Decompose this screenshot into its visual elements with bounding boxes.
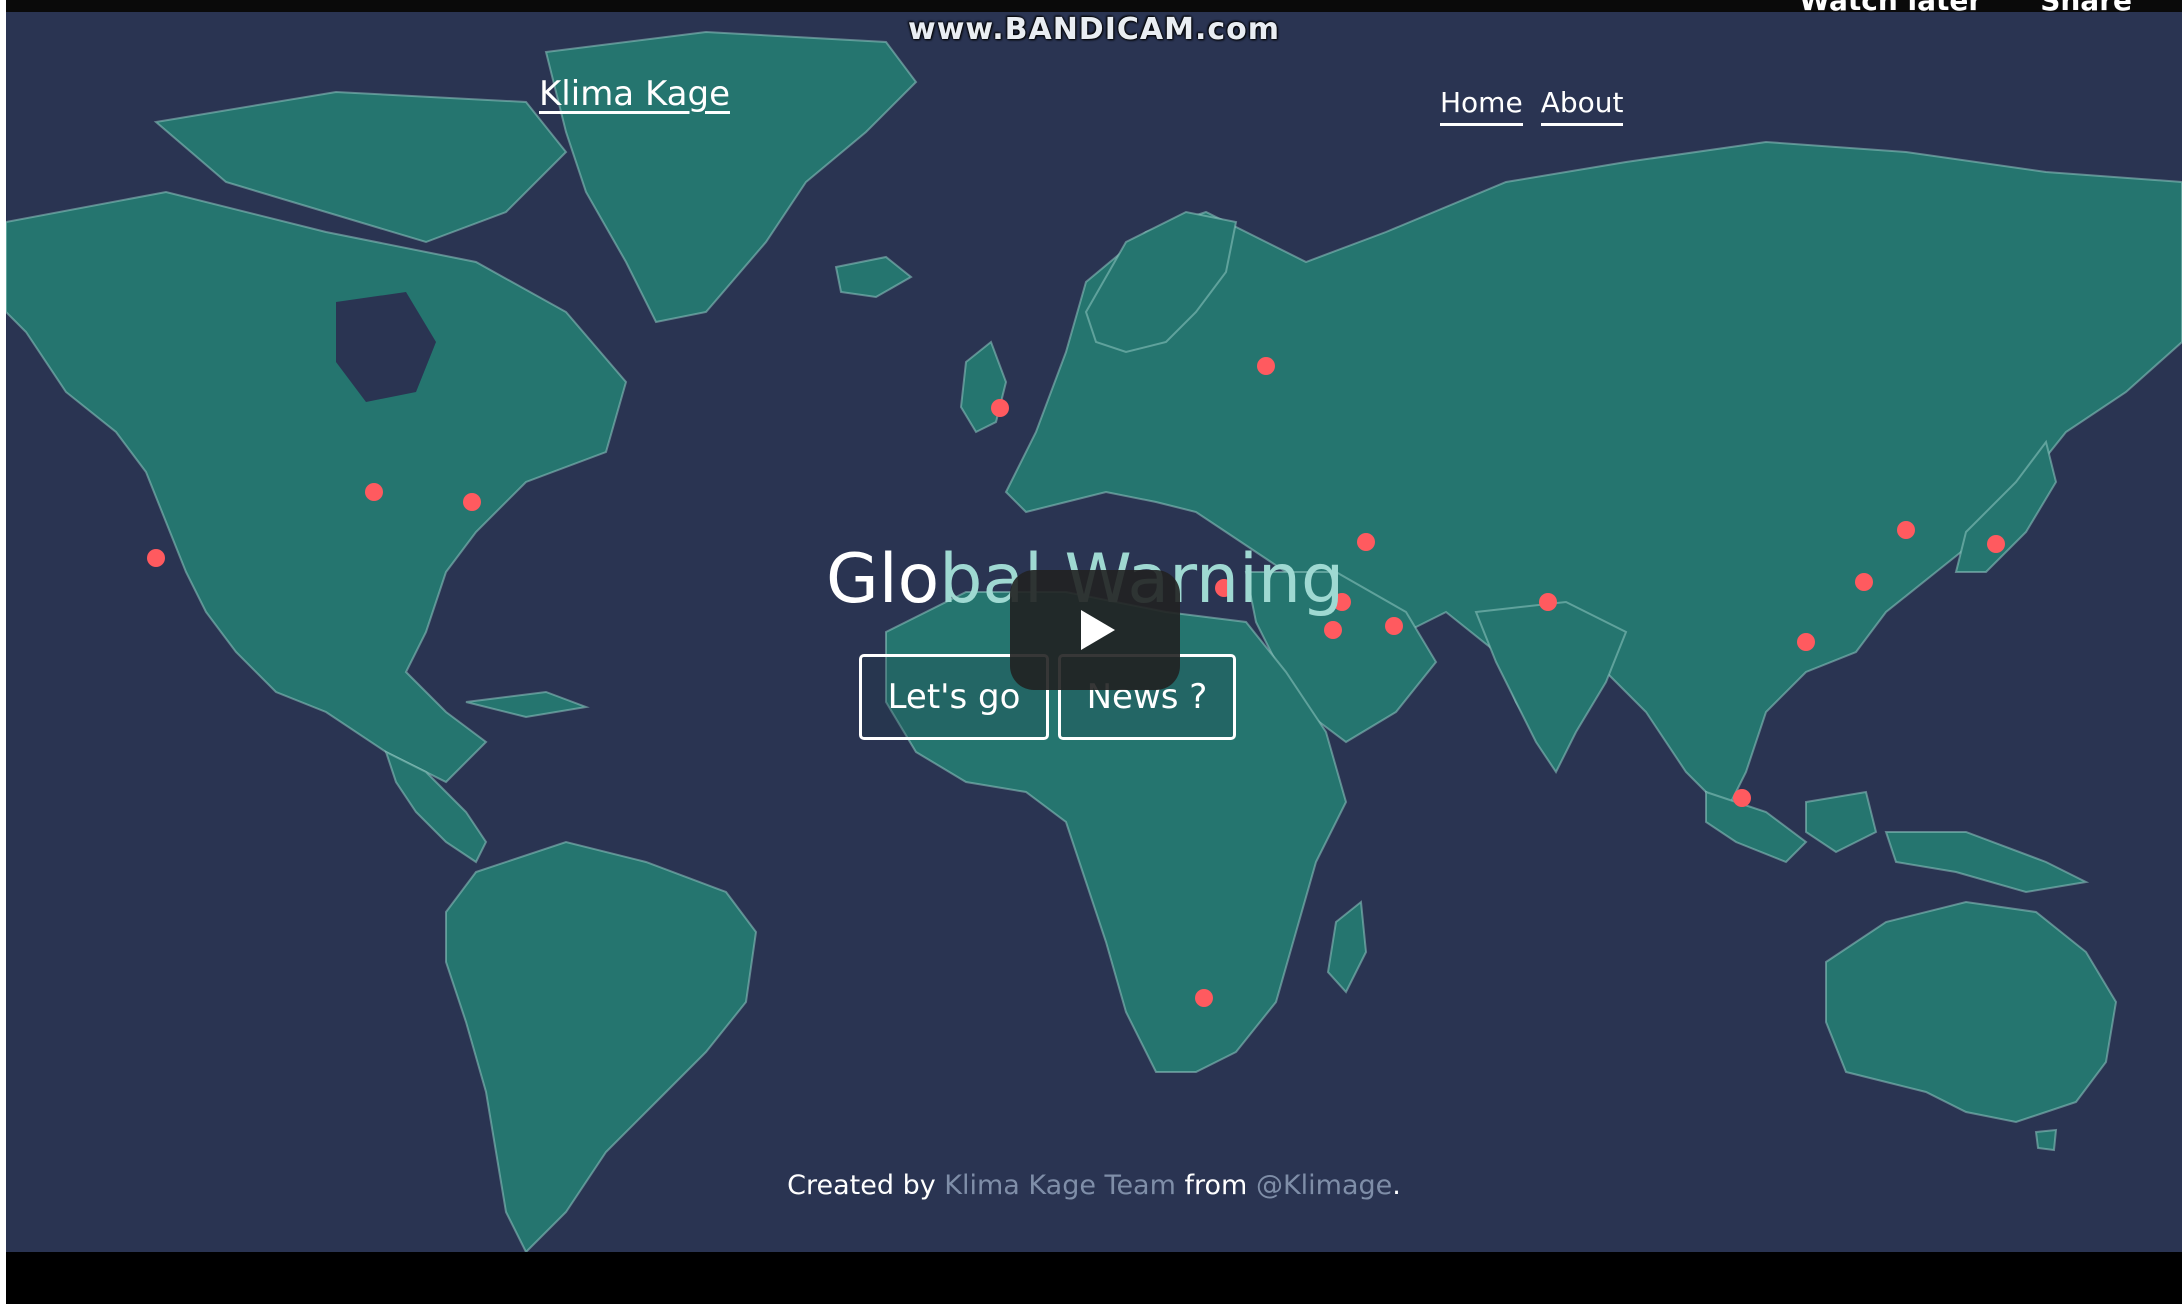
footer-credits: Created by Klima Kage Team from @Klimage… bbox=[6, 1170, 2182, 1201]
arctic-islands-shape bbox=[153, 90, 568, 244]
nav-home-link[interactable]: Home bbox=[1440, 86, 1523, 126]
hotspot-marker bbox=[1987, 535, 2005, 553]
north-america-shape bbox=[6, 190, 628, 784]
play-icon bbox=[1081, 610, 1115, 650]
africa-shape bbox=[885, 591, 1348, 1073]
main-nav: Home About bbox=[1440, 86, 1624, 126]
hotspot-marker bbox=[1897, 521, 1915, 539]
video-top-bar bbox=[6, 0, 2182, 12]
website-scene: Klima Kage Home About Global Warning Let… bbox=[6, 12, 2182, 1252]
central-america-shape bbox=[384, 750, 488, 864]
hudson-bay-shape bbox=[336, 292, 436, 402]
hotspot-marker bbox=[1385, 617, 1403, 635]
japan-shape bbox=[1954, 439, 2058, 573]
india-shape bbox=[1474, 600, 1628, 774]
south-america-shape bbox=[445, 840, 758, 1252]
hotspot-marker bbox=[1257, 357, 1275, 375]
footer-suffix: . bbox=[1392, 1170, 1401, 1201]
footer-prefix: Created by bbox=[787, 1170, 936, 1201]
hotspot-marker bbox=[1333, 593, 1351, 611]
iceland-shape bbox=[834, 255, 913, 299]
hotspot-marker bbox=[991, 399, 1009, 417]
brand-link[interactable]: Klima Kage bbox=[539, 74, 730, 114]
australia-shape bbox=[1825, 900, 2118, 1124]
tasmania-shape bbox=[2034, 1128, 2058, 1152]
hotspot-marker bbox=[1797, 633, 1815, 651]
video-bottom-bar bbox=[6, 1252, 2182, 1304]
nav-about-link[interactable]: About bbox=[1540, 86, 1624, 126]
hotspot-marker bbox=[1357, 533, 1375, 551]
footer-middle: from bbox=[1184, 1170, 1248, 1201]
hero-title-part1: Glo bbox=[826, 540, 940, 619]
footer-team-link[interactable]: Klima Kage Team bbox=[944, 1170, 1176, 1201]
video-frame[interactable]: Watch later Share bbox=[6, 0, 2182, 1304]
hotspot-marker bbox=[1539, 593, 1557, 611]
hotspot-marker bbox=[365, 483, 383, 501]
hotspot-marker bbox=[463, 493, 481, 511]
hotspot-marker bbox=[1215, 579, 1233, 597]
southeast-asia-islands-shape bbox=[1705, 790, 2090, 894]
hotspot-marker bbox=[147, 549, 165, 567]
world-map bbox=[6, 30, 2182, 1252]
hotspot-marker bbox=[1733, 789, 1751, 807]
hotspot-marker bbox=[1855, 573, 1873, 591]
hotspot-marker bbox=[1195, 989, 1213, 1007]
uk-shape bbox=[959, 340, 1008, 434]
scandinavia-shape bbox=[1084, 210, 1238, 354]
madagascar-shape bbox=[1326, 900, 1368, 994]
caribbean-shape bbox=[465, 690, 590, 719]
hotspot-marker bbox=[1324, 621, 1342, 639]
arabia-shape bbox=[1244, 571, 1438, 744]
footer-handle-link[interactable]: @Klimage bbox=[1255, 1170, 1393, 1201]
play-button[interactable] bbox=[1010, 570, 1180, 690]
greenland-shape bbox=[544, 30, 918, 324]
bandicam-watermark: www.BANDICAM.com bbox=[907, 12, 1280, 47]
